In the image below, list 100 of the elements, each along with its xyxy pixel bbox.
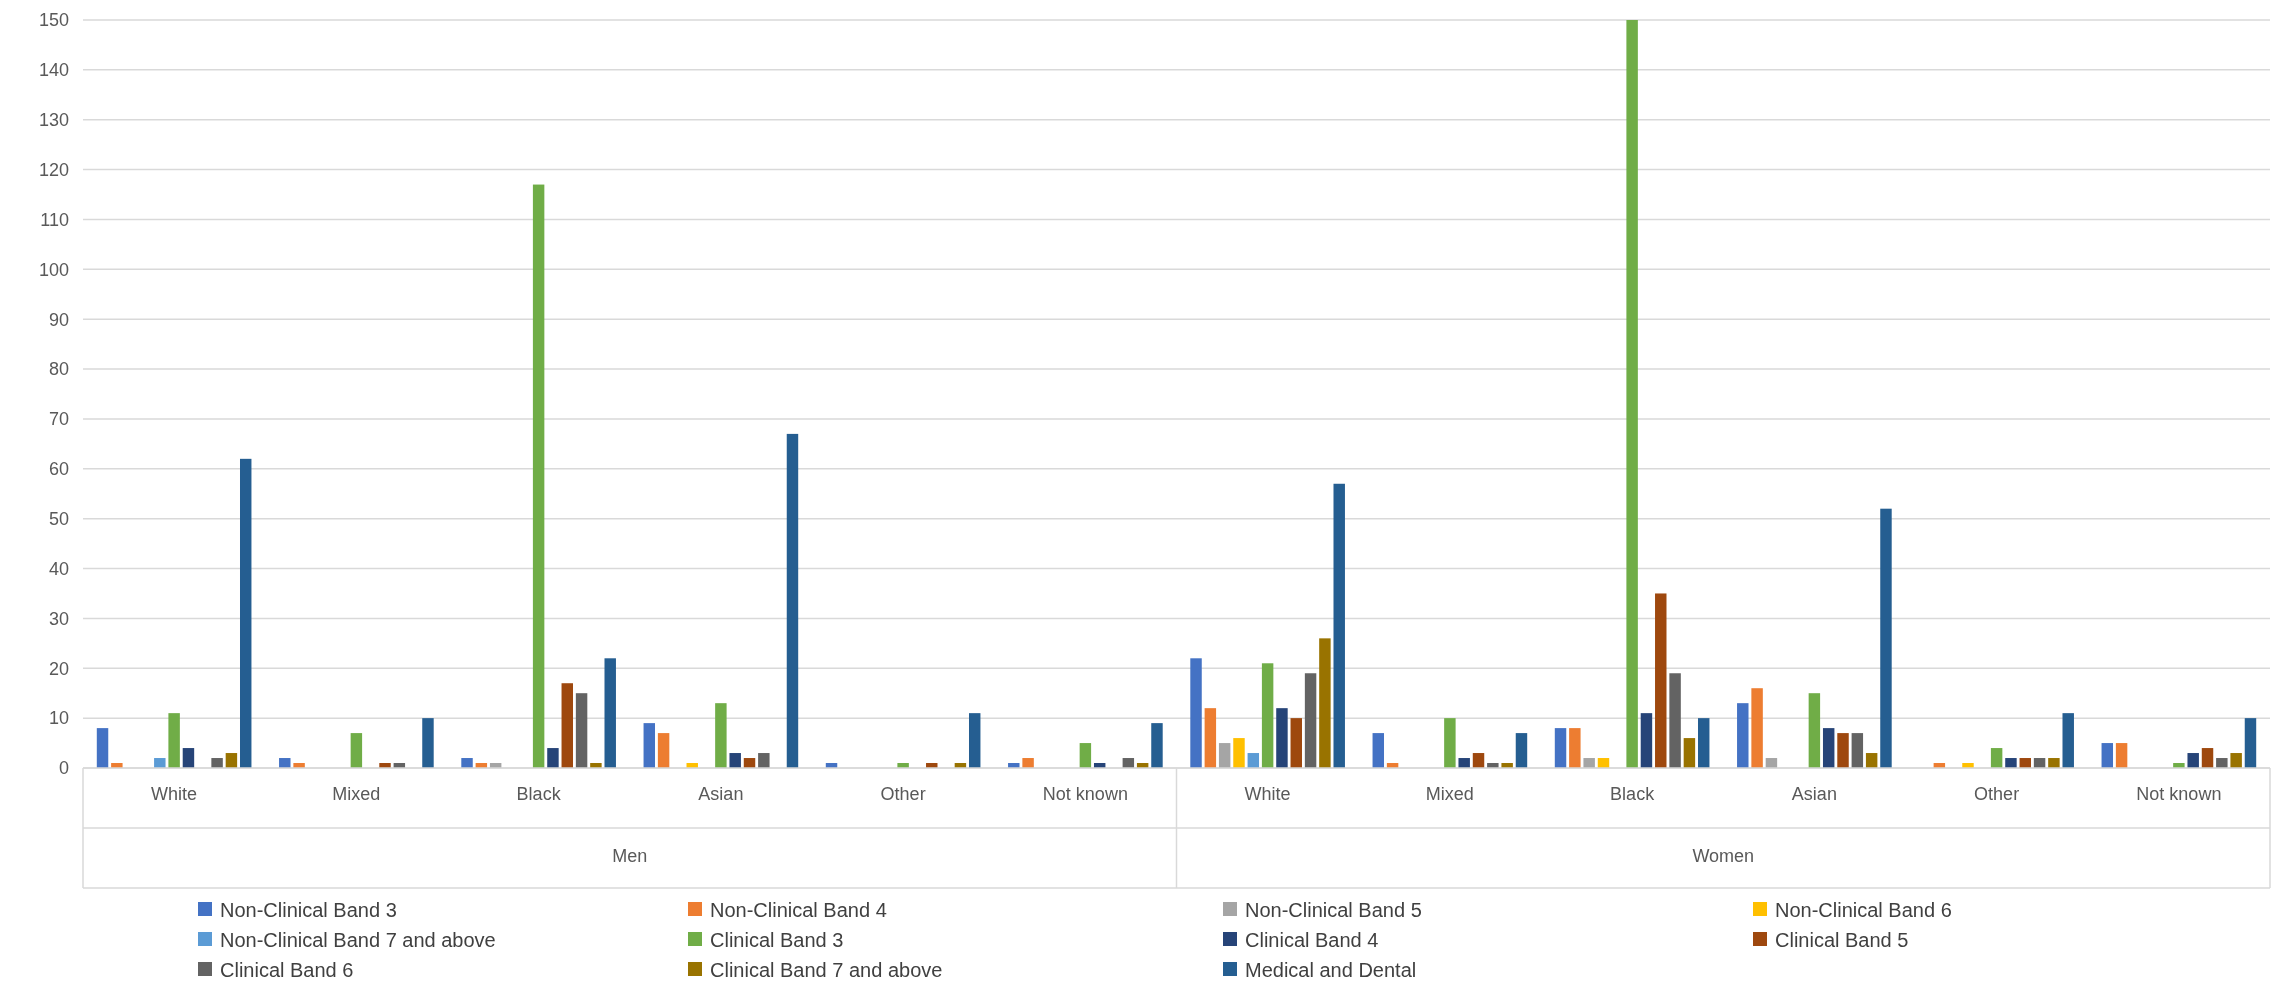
x-tick-label: White: [1244, 784, 1291, 804]
x-tick-label: Mixed: [1425, 784, 1474, 804]
legend-label: Medical and Dental: [1245, 959, 1417, 981]
y-tick-label: 30: [48, 608, 69, 629]
bar: [1808, 693, 1821, 768]
bar: [422, 718, 434, 768]
bar: [1261, 663, 1274, 768]
bar: [1569, 728, 1581, 768]
legend-label: Clinical Band 7 and above: [710, 959, 943, 981]
y-tick-label: 70: [48, 409, 69, 430]
bar: [168, 713, 180, 768]
bar: [547, 748, 559, 768]
bar: [2048, 758, 2060, 768]
bar: [1837, 733, 1849, 768]
bar: [1554, 728, 1567, 768]
legend-label: Clinical Band 5: [1775, 929, 1909, 951]
bar: [279, 758, 291, 768]
legend-label: Clinical Band 6: [220, 959, 354, 981]
bar: [1472, 753, 1485, 768]
text: Men: [612, 846, 648, 866]
bar: [1333, 483, 1345, 768]
bar: [2187, 753, 2199, 768]
bar: [2230, 753, 2242, 768]
bar: [2101, 743, 2114, 768]
y-tick-label: 40: [48, 558, 69, 579]
bar: [1079, 743, 1092, 768]
x-tick-label: Asian: [698, 784, 744, 804]
bar: [1851, 733, 1864, 768]
y-tick-label: 50: [48, 508, 69, 529]
x-tick-label: Mixed: [332, 784, 381, 804]
y-tick-label: 10: [48, 708, 69, 729]
bar: [1515, 733, 1528, 768]
y-tick-label: 90: [48, 309, 69, 330]
bar: [1276, 708, 1288, 768]
x-tick-label: Other: [880, 784, 926, 804]
bar: [969, 713, 981, 768]
legend-label: Clinical Band 4: [1245, 929, 1379, 951]
bar: [1669, 673, 1681, 768]
bar: [1640, 713, 1653, 768]
bar: [1022, 758, 1034, 768]
bar: [1458, 758, 1470, 768]
bar: [1880, 508, 1892, 768]
y-tick-label: 140: [38, 60, 69, 81]
x-tick-label: Other: [1974, 784, 2020, 804]
bar: [729, 753, 741, 768]
bar: [1444, 718, 1456, 768]
bar: [96, 728, 109, 768]
bar: [211, 758, 223, 768]
bar: [1247, 753, 1260, 768]
bar: [532, 184, 545, 768]
bar: [350, 733, 363, 768]
bar: [2201, 748, 2214, 768]
x-tick-label: Not known: [1042, 784, 1128, 804]
x-tick-label: Not known: [2136, 784, 2222, 804]
bar: [1751, 688, 1763, 768]
bar: [1151, 723, 1163, 768]
bar: [1304, 673, 1317, 768]
bar: [758, 753, 770, 768]
text: Women: [1692, 846, 1755, 866]
bar: [575, 693, 588, 768]
bar: [604, 658, 616, 768]
y-tick-label: 80: [48, 359, 69, 380]
y-tick-label: 130: [38, 110, 69, 131]
bar: [1737, 703, 1749, 768]
bar: [225, 753, 238, 768]
legend-label: Non-Clinical Band 6: [1775, 899, 1952, 921]
bar: [1626, 20, 1638, 768]
bar: [643, 723, 655, 768]
bar: [182, 748, 195, 768]
x-tick-label: White: [151, 784, 198, 804]
bar: [1655, 593, 1667, 768]
bar: [1822, 728, 1835, 768]
legend-label: Non-Clinical Band 4: [710, 899, 887, 921]
y-tick-label: 20: [48, 658, 69, 679]
bar: [1190, 658, 1202, 768]
legend-label: Non-Clinical Band 7 and above: [220, 929, 496, 951]
bar: [786, 433, 799, 768]
bar: [2005, 758, 2017, 768]
bar: [715, 703, 727, 768]
bar: [240, 458, 252, 768]
bar: [461, 758, 473, 768]
bar: [154, 758, 166, 768]
bar: [2244, 718, 2257, 768]
y-tick-label: 0: [58, 758, 69, 779]
bar: [657, 733, 670, 768]
bar: [1583, 758, 1595, 768]
bar: [1990, 748, 2003, 768]
bar: [2216, 758, 2228, 768]
bar: [1698, 718, 1710, 768]
legend-label: Non-Clinical Band 5: [1245, 899, 1422, 921]
bar: [1204, 708, 1217, 768]
y-tick-label: 100: [38, 259, 69, 280]
x-tick-label: Black: [1610, 784, 1656, 804]
y-tick-label: 120: [38, 159, 69, 180]
bar: [1319, 638, 1331, 768]
bar: [1218, 743, 1231, 768]
bar: [1233, 738, 1245, 768]
bar: [1372, 733, 1385, 768]
legend-label: Non-Clinical Band 3: [220, 899, 397, 921]
x-tick-label: Asian: [1791, 784, 1837, 804]
